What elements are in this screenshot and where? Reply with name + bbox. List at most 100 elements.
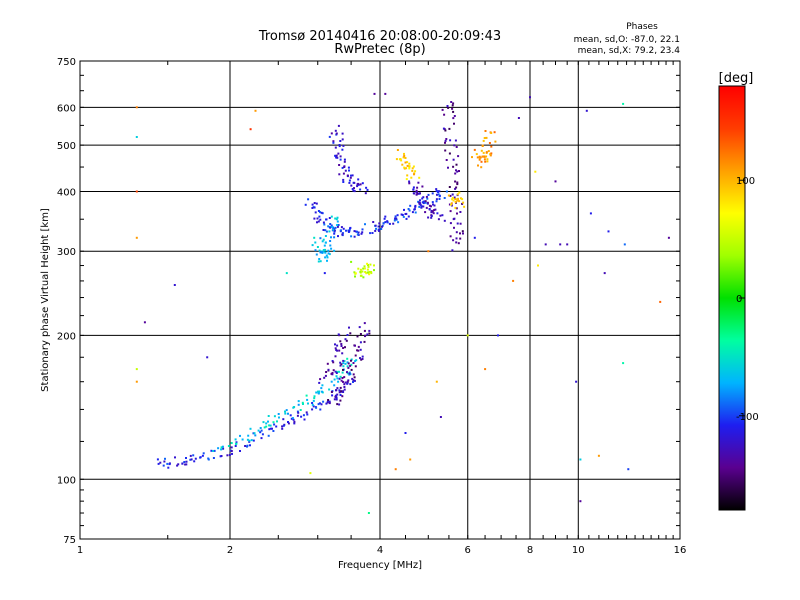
echo-point [330,391,333,393]
echo-point [411,211,414,214]
echo-point [312,405,315,408]
echo-point [252,439,255,442]
echo-point [438,198,441,200]
echo-point [443,113,446,116]
echo-point [344,346,346,349]
echo-point [494,140,497,143]
echo-point [346,371,348,374]
echo-point [318,390,321,393]
echo-point [377,225,380,228]
echo-point [239,450,241,452]
echo-point [427,216,430,219]
echo-point [230,450,233,452]
echo-point [318,258,321,260]
echo-point [452,102,455,105]
echo-point [362,276,365,279]
scatter-point [135,380,138,383]
echo-point [336,393,339,396]
echo-point [335,389,338,392]
echo-point [401,214,404,216]
echo-point [349,364,352,367]
scatter-point [254,109,257,112]
echo-point [333,249,336,252]
scatter-point [534,170,537,173]
echo-point [348,229,351,232]
echo-point [314,211,317,214]
echo-point [447,106,450,109]
echo-point [302,414,305,417]
echo-point [455,237,458,240]
echo-point [339,340,342,343]
echo-point [250,439,253,442]
echo-point [300,415,303,418]
echo-point [302,403,304,405]
echo-point [297,411,300,414]
echo-point [312,399,315,402]
echo-point [324,241,327,244]
echo-point [456,222,459,225]
echo-point [341,148,344,151]
echo-point [333,230,336,233]
echo-point [335,372,338,374]
echo-point [428,204,431,207]
echo-point [340,363,343,366]
echo-point [348,179,351,182]
echo-point [451,193,454,196]
echo-point [346,380,349,383]
scatter-point [323,272,326,275]
echo-point [457,242,460,245]
echo-point [331,394,334,397]
echo-point [485,155,488,158]
echo-point [284,412,287,415]
echo-point [332,141,335,144]
echo-point [428,208,431,210]
echo-point [419,203,422,206]
echo-point [192,454,195,457]
echo-point [349,176,352,179]
echo-point [329,226,332,229]
echo-point [324,229,327,232]
echo-point [473,148,476,151]
echo-point [330,215,333,218]
echo-point [329,223,332,225]
echo-point [336,403,339,406]
echo-point [307,402,309,405]
echo-point [168,463,171,466]
echo-point [366,188,369,191]
echo-point [396,149,399,151]
echo-point [453,226,455,229]
scatter-point [373,92,376,95]
echo-point [235,441,238,444]
y-tick-label: 100 [57,475,76,486]
scatter-point [575,380,578,383]
echo-point [341,132,344,135]
echo-point [246,438,249,441]
echo-point [439,214,442,217]
echo-point [315,202,318,205]
echo-point [340,345,343,347]
echo-point [246,445,248,448]
echo-point [405,217,408,220]
echo-point [408,165,411,168]
echo-point [319,378,322,381]
echo-point [397,221,400,224]
echo-point [177,463,180,466]
y-tick-label: 200 [57,331,76,342]
echo-point [183,461,186,463]
echo-point [354,354,357,357]
echo-point [454,187,457,190]
echo-point [353,376,356,379]
echo-point [341,233,344,236]
echo-point [344,362,347,365]
echo-point [366,333,369,336]
echo-point [287,421,289,423]
chart-subtitle: RwPretec (8p) [334,42,425,57]
echo-point [319,211,321,214]
echo-point [181,462,184,465]
scatter-point [623,243,626,246]
echo-point [414,211,417,214]
echo-point [356,230,358,233]
echo-point [315,253,318,256]
echo-point [481,145,484,147]
